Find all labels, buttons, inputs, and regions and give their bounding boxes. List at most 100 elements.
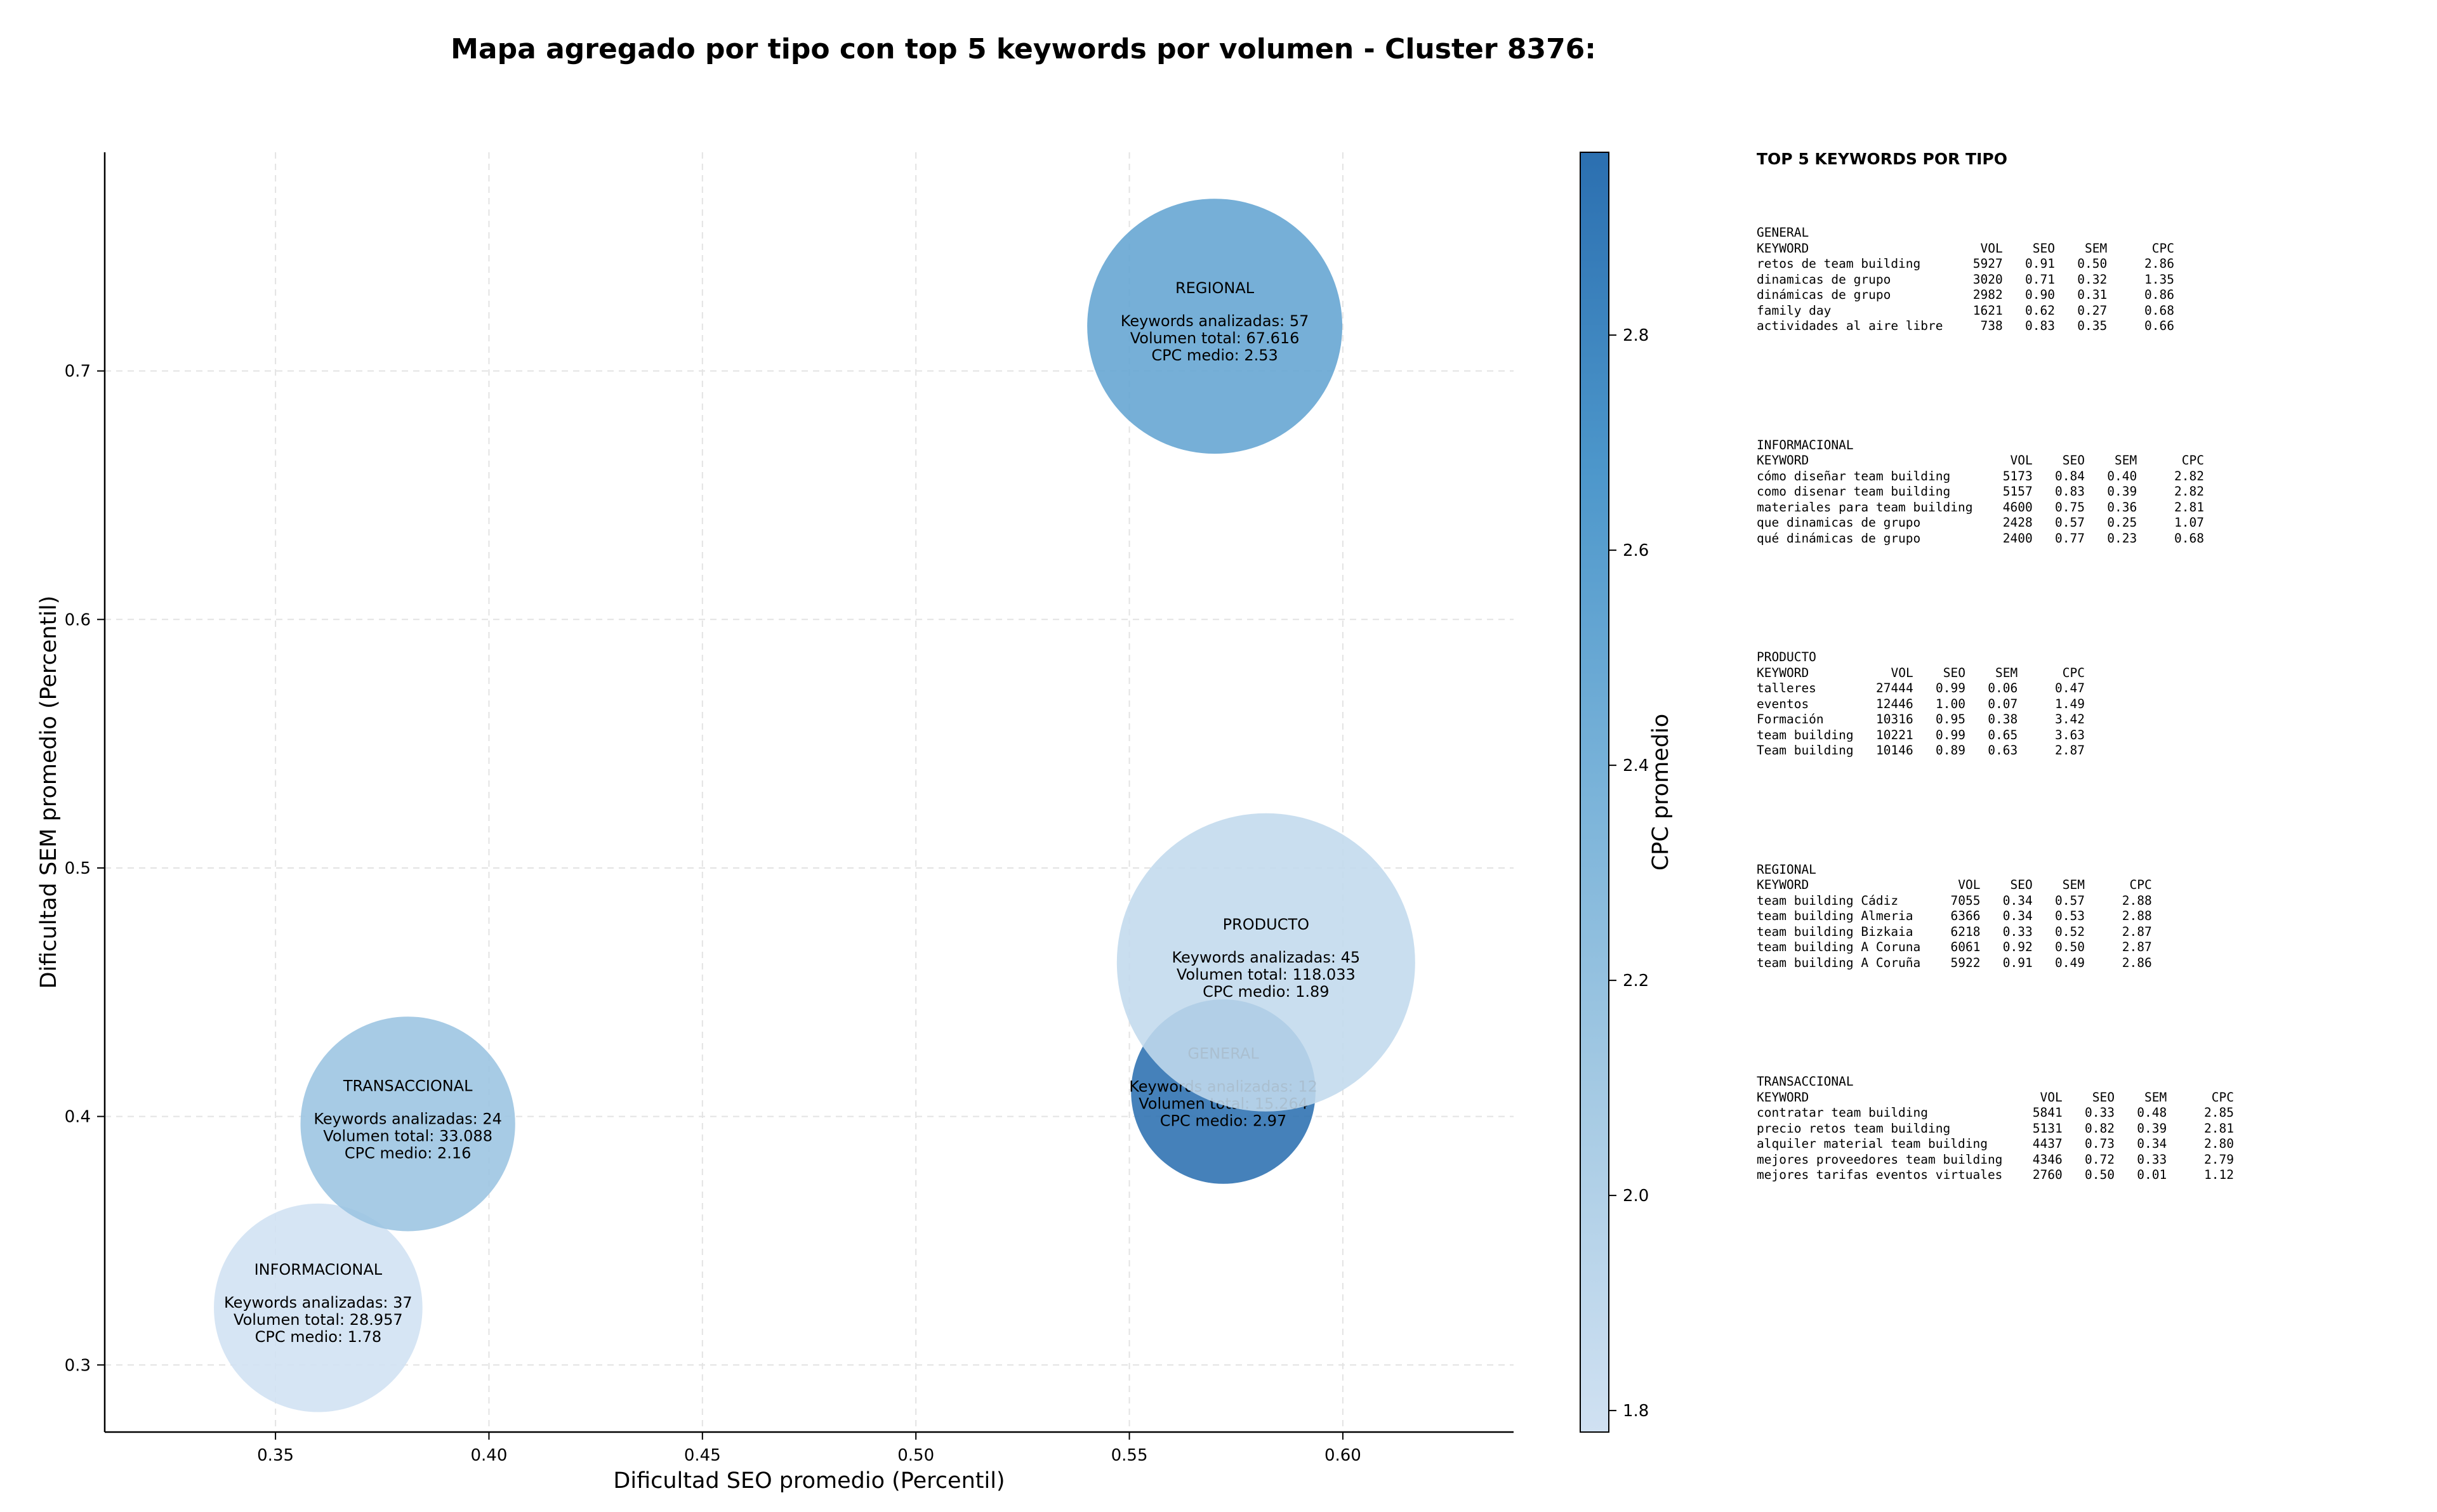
bubble-volume-informacional: Volumen total: 28.957 — [234, 1311, 403, 1329]
keyword-cell: retos de team building — [1757, 256, 1921, 271]
metric-cell: 4437 — [2032, 1136, 2063, 1151]
metric-cell: 2.86 — [2144, 256, 2174, 271]
metric-cell: 0.99 — [1936, 727, 1965, 742]
bubble-label-transaccional: TRANSACCIONAL — [343, 1077, 473, 1095]
column-header: VOL — [2040, 1089, 2063, 1105]
keyword-row: Team building 10146 0.89 0.63 2.87 — [1757, 743, 2429, 759]
metric-cell: 0.83 — [2055, 484, 2085, 499]
metric-cell: 0.25 — [2107, 515, 2137, 530]
metric-cell: 2.87 — [2122, 940, 2152, 954]
metric-cell: 2.82 — [2174, 484, 2204, 499]
keyword-row: team building Almeria 6366 0.34 0.53 2.88 — [1757, 909, 2429, 924]
metric-cell: 1621 — [1972, 303, 2003, 318]
keyword-row: actividades al aire libre 738 0.83 0.35 0.66 — [1757, 319, 2429, 334]
metric-cell: 0.68 — [2144, 303, 2174, 318]
metric-cell: 1.49 — [2055, 696, 2085, 711]
column-header: CPC — [2151, 240, 2174, 256]
metric-cell: 0.92 — [2002, 940, 2033, 954]
bubble-regional — [1087, 199, 1343, 454]
colorbar-tick-label: 2.8 — [1623, 326, 1649, 345]
keyword-table-header: KEYWORD VOL SEO SEM CPC — [1757, 1090, 2429, 1106]
keyword-cell: actividades al aire libre — [1757, 319, 1943, 333]
metric-cell: 3020 — [1972, 272, 2003, 287]
metric-cell: 0.39 — [2137, 1121, 2167, 1136]
bubble-cpc-producto: CPC medio: 1.89 — [1203, 983, 1330, 1001]
metric-cell: 0.33 — [2137, 1152, 2167, 1167]
metric-cell: 5927 — [1972, 256, 2003, 271]
keyword-cell: family day — [1757, 303, 1832, 318]
metric-cell: 10146 — [1876, 743, 1913, 758]
chart-title: Mapa agregado por tipo con top 5 keyword… — [451, 33, 1596, 65]
keyword-group-informacional: INFORMACIONAL KEYWORD VOL SEO SEM CPC cómo dis… — [1757, 438, 2429, 547]
metric-cell: 2.86 — [2122, 955, 2152, 970]
keyword-row: mejores proveedores team building 4346 0.7… — [1757, 1152, 2429, 1168]
metric-cell: 0.57 — [2055, 515, 2085, 530]
keyword-groups: GENERAL KEYWORD VOL SEO SEM CPC retos de team … — [1757, 225, 2429, 1183]
keyword-table-header: KEYWORD VOL SEO SEM CPC — [1757, 241, 2429, 257]
metric-cell: 0.82 — [2085, 1121, 2115, 1136]
x-axis-label: Dificultad SEO promedio (Percentil) — [613, 1468, 1005, 1494]
bubble-transaccional — [300, 1016, 515, 1232]
colorbar: 1.8 2.0 2.2 2.4 2.6 2.8 CPC promedio — [1580, 152, 1674, 1433]
bubble-keywords-producto: Keywords analizadas: 45 — [1172, 949, 1361, 966]
metric-cell: 4346 — [2032, 1152, 2063, 1167]
metric-cell: 0.34 — [2002, 909, 2033, 923]
keyword-cell: team building Cádiz — [1757, 893, 1899, 908]
metric-cell: 5173 — [2002, 468, 2033, 483]
x-tick-label: 0.45 — [684, 1446, 721, 1465]
metric-cell: 2400 — [2002, 530, 2033, 546]
keyword-cell: team building Bizkaia — [1757, 924, 1913, 939]
keyword-row: contratar team building 5841 0.33 0.48 2.85 — [1757, 1105, 2429, 1121]
metric-cell: 0.73 — [2085, 1136, 2115, 1151]
column-header: CPC — [2062, 665, 2085, 680]
colorbar-tick-label: 1.8 — [1623, 1402, 1649, 1421]
metric-cell: 10221 — [1876, 727, 1913, 742]
column-header: KEYWORD — [1757, 878, 1809, 892]
metric-cell: 5157 — [2002, 484, 2033, 499]
metric-cell: 0.32 — [2077, 272, 2108, 287]
metric-cell: 0.27 — [2077, 303, 2108, 318]
metric-cell: 2.87 — [2122, 924, 2152, 939]
metric-cell: 0.48 — [2137, 1105, 2167, 1120]
x-tick-label: 0.55 — [1111, 1446, 1148, 1465]
keyword-row: dinámicas de grupo 2982 0.90 0.31 0.86 — [1757, 287, 2429, 303]
keyword-group-general: GENERAL KEYWORD VOL SEO SEM CPC retos de team … — [1757, 225, 2429, 334]
metric-cell: 1.35 — [2144, 272, 2174, 287]
metric-cell: 0.34 — [2137, 1136, 2167, 1151]
metric-cell: 1.12 — [2204, 1167, 2234, 1182]
metric-cell: 2428 — [2002, 515, 2033, 530]
bubble-cpc-transaccional: CPC medio: 2.16 — [345, 1144, 472, 1162]
column-header: SEO — [2092, 1089, 2115, 1105]
metric-cell: 1.07 — [2174, 515, 2204, 530]
metric-cell: 0.68 — [2174, 530, 2204, 546]
bubble-keywords-regional: Keywords analizadas: 57 — [1121, 312, 1309, 330]
x-tick-label: 0.60 — [1324, 1446, 1361, 1465]
metric-cell: 0.62 — [2025, 303, 2055, 318]
column-header: SEO — [2062, 453, 2085, 468]
y-tick-label: 0.3 — [65, 1356, 91, 1375]
metric-cell: 0.49 — [2055, 955, 2085, 970]
keyword-cell: mejores proveedores team building — [1757, 1152, 2003, 1167]
column-header: SEM — [2062, 878, 2085, 892]
metric-cell: 0.63 — [1988, 743, 2018, 758]
keyword-row: Formación 10316 0.95 0.38 3.42 — [1757, 712, 2429, 728]
keyword-cell: materiales para team building — [1757, 499, 1973, 515]
metric-cell: 2.81 — [2174, 499, 2204, 515]
keyword-row: team building Cádiz 7055 0.34 0.57 2.88 — [1757, 893, 2429, 909]
keyword-row: precio retos team building 5131 0.82 0.39 2.… — [1757, 1121, 2429, 1137]
metric-cell: 3.42 — [2055, 712, 2085, 726]
metric-cell: 2.85 — [2204, 1105, 2234, 1120]
metric-cell: 0.91 — [2002, 955, 2033, 970]
bubble-volume-producto: Volumen total: 118.033 — [1177, 966, 1356, 983]
keyword-cell: qué dinámicas de grupo — [1757, 530, 1921, 546]
metric-cell: 0.89 — [1936, 743, 1965, 758]
keyword-group-transaccional: TRANSACCIONAL KEYWORD VOL SEO SEM CPC contrata… — [1757, 1074, 2429, 1183]
metric-cell: 0.47 — [2055, 681, 2085, 695]
column-header: KEYWORD — [1757, 240, 1809, 256]
metric-cell: 0.06 — [1988, 681, 2018, 695]
keyword-row: team building A Coruna 6061 0.92 0.50 2.87 — [1757, 940, 2429, 956]
keyword-row: dinamicas de grupo 3020 0.71 0.32 1.35 — [1757, 272, 2429, 288]
bubble-label-producto: PRODUCTO — [1223, 916, 1309, 933]
keyword-cell: Team building — [1757, 743, 1854, 758]
metric-cell: 0.84 — [2055, 468, 2085, 483]
